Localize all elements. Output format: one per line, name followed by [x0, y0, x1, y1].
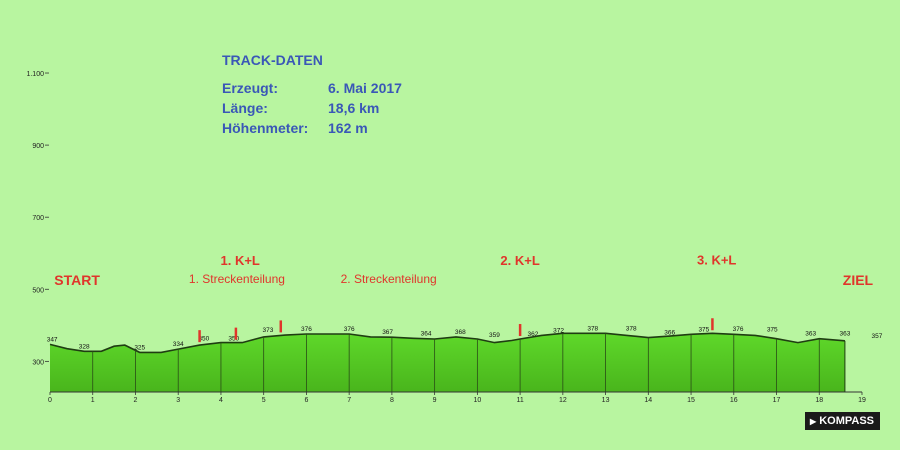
- x-tick-label: 13: [602, 397, 610, 404]
- elevation-label: 376: [344, 326, 355, 333]
- x-tick-label: 5: [262, 397, 266, 404]
- elevation-label: 366: [664, 330, 675, 337]
- annotation-label: START: [54, 272, 100, 288]
- x-tick-label: 3: [176, 397, 180, 404]
- elevation-label: 363: [805, 331, 816, 338]
- info-value-created: 6. Mai 2017: [328, 80, 402, 96]
- elevation-label: 375: [767, 326, 778, 333]
- annotation-label: 1. K+L: [220, 253, 259, 268]
- elevation-label: 325: [134, 344, 145, 351]
- elevation-label: 368: [455, 329, 466, 336]
- info-label-length: Länge:: [222, 100, 268, 116]
- info-value-elevation: 162 m: [328, 120, 368, 136]
- markers: [198, 318, 714, 343]
- x-tick-label: 16: [730, 397, 738, 404]
- elevation-label: 359: [489, 332, 500, 339]
- elevation-label: 328: [79, 343, 90, 350]
- y-axis: 300 500 700 900 1.100: [26, 71, 49, 366]
- x-axis: 0 1 2 3 4 5 6 7 8 9 10 11 12 13 14 15 16 17 18 19: [48, 391, 866, 404]
- elevation-label: 334: [173, 341, 184, 348]
- y-tick-label: 1.100: [26, 71, 44, 78]
- x-tick-label: 19: [858, 397, 866, 404]
- elevation-label: 362: [527, 331, 538, 338]
- annotation-label: 3. K+L: [697, 252, 736, 267]
- elevation-label: 363: [839, 331, 850, 338]
- info-label-created: Erzeugt:: [222, 80, 278, 96]
- annotation-label: 2. Streckenteilung: [341, 272, 437, 286]
- x-tick-label: 9: [433, 397, 437, 404]
- info-row-length: Länge: 18,6 km: [222, 98, 402, 118]
- elevation-label: 373: [263, 327, 274, 334]
- profile-area: [50, 333, 845, 392]
- x-tick-label: 12: [559, 397, 567, 404]
- x-tick-label: 8: [390, 397, 394, 404]
- kompass-logo: ▶ KOMPASS: [805, 412, 880, 430]
- y-tick-label: 500: [32, 287, 44, 294]
- track-data-title: TRACK-DATEN: [222, 52, 323, 68]
- x-tick-label: 14: [644, 397, 652, 404]
- elevation-label: 376: [733, 326, 744, 333]
- y-tick-label: 300: [32, 359, 44, 366]
- x-tick-label: 10: [473, 397, 481, 404]
- x-tick-label: 7: [347, 397, 351, 404]
- x-tick-label: 11: [516, 397, 523, 404]
- track-data-panel: TRACK-DATEN Erzeugt: 6. Mai 2017 Länge: …: [222, 52, 402, 138]
- elevation-label: 350: [198, 335, 209, 342]
- annotation-label: ZIEL: [843, 272, 874, 288]
- annotations: START 1. Streckenteilung 2. Streckenteilun…: [54, 252, 873, 288]
- elevation-label: 364: [421, 330, 432, 337]
- x-tick-label: 1: [91, 397, 95, 404]
- elevation-label: 378: [587, 325, 598, 332]
- y-tick-label: 700: [32, 215, 44, 222]
- elevation-label: 375: [698, 326, 709, 333]
- x-tick-label: 6: [304, 397, 308, 404]
- arrow-icon: ▶: [810, 416, 817, 426]
- y-tick-label: 900: [32, 143, 44, 150]
- profile-line: [49, 332, 845, 354]
- elevation-label: 347: [47, 336, 58, 343]
- x-tick-label: 15: [687, 397, 695, 404]
- info-label-elevation: Höhenmeter:: [222, 120, 309, 136]
- elevation-label: 350: [228, 335, 239, 342]
- x-tick-label: 4: [219, 397, 223, 404]
- x-tick-label: 2: [134, 397, 138, 404]
- x-tick-label: 18: [815, 397, 823, 404]
- annotation-label: 1. Streckenteilung: [189, 272, 285, 286]
- elevation-label: 367: [382, 329, 393, 336]
- info-row-created: Erzeugt: 6. Mai 2017: [222, 78, 402, 98]
- elevation-label: 378: [626, 325, 637, 332]
- elevation-label: 376: [301, 326, 312, 333]
- kompass-label: KOMPASS: [819, 415, 874, 427]
- info-row-elevation: Höhenmeter: 162 m: [222, 118, 402, 138]
- elevation-label: 357: [872, 333, 883, 340]
- x-tick-label: 0: [48, 397, 52, 404]
- info-value-length: 18,6 km: [328, 100, 380, 116]
- elevation-label: 372: [553, 327, 564, 334]
- elevation-labels: 347 328 325 334 350 350 373 376 376 367 364 368 359 3…: [47, 325, 883, 351]
- profile-area-layer: [49, 332, 846, 392]
- x-tick-label: 17: [773, 397, 781, 404]
- annotation-label: 2. K+L: [500, 253, 539, 268]
